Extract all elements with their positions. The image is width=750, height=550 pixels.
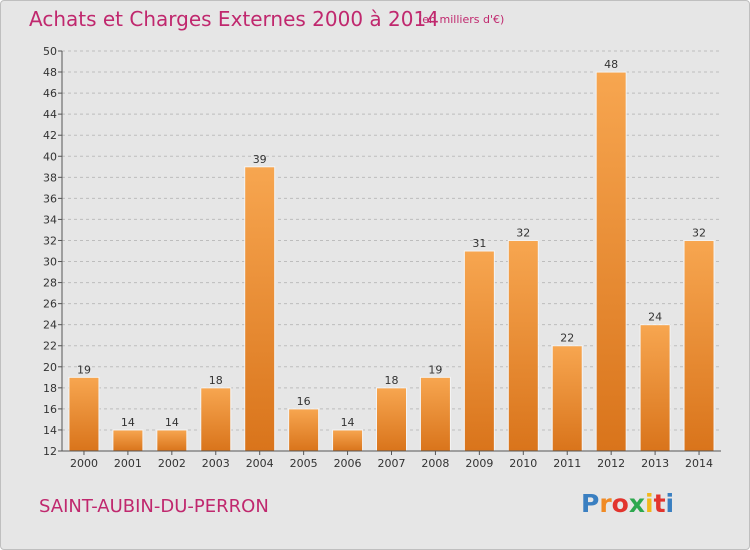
logo-letter: P [581,489,600,518]
bar-2013 [639,324,671,452]
x-tick-label: 2006 [334,457,362,470]
x-tick-label: 2009 [465,457,493,470]
y-tick-label: 34 [43,213,57,226]
x-tick-label: 2008 [421,457,449,470]
x-tick-label: 2010 [509,457,537,470]
axes [58,50,721,455]
bar-2006 [332,429,364,452]
y-tick-label: 26 [43,298,57,311]
y-tick-label: 22 [43,340,57,353]
y-tick-label: 36 [43,192,57,205]
data-label: 18 [209,374,223,387]
x-tick-label: 2001 [114,457,142,470]
chart-title: Achats et Charges Externes 2000 à 2014 [29,7,439,31]
y-tick-label: 42 [43,129,57,142]
y-tick-label: 46 [43,87,57,100]
data-label: 14 [121,416,135,429]
bar-2000 [68,376,100,452]
y-tick-label: 12 [43,445,57,458]
bar-2001 [112,429,144,452]
chart-subtitle: (en milliers d'€) [418,13,505,26]
data-label: 31 [472,237,486,250]
y-tick-label: 38 [43,171,57,184]
y-tick-label: 48 [43,66,57,79]
y-tick-label: 14 [43,424,57,437]
bar-2003 [200,387,232,452]
data-label: 14 [165,416,179,429]
bar-2009 [463,250,495,452]
x-tick-label: 2000 [70,457,98,470]
labels: 12 14 16 18 20 22 24 26 28 30 32 34 36 38 40 42 44 46 48 50… [43,45,713,470]
data-label: 16 [297,395,311,408]
bar-2005 [288,408,320,452]
logo-letter: o [611,489,629,518]
bar-2004 [244,166,276,452]
x-tick-label: 2014 [685,457,713,470]
data-label: 39 [253,153,267,166]
bar-2012 [595,71,627,452]
x-tick-label: 2007 [378,457,406,470]
y-tick-label: 32 [43,234,57,247]
logo-letter: i [645,489,654,518]
y-tick-label: 24 [43,319,57,332]
x-tick-label: 2002 [158,457,186,470]
y-tick-label: 28 [43,277,57,290]
bars [68,71,715,452]
y-tick-label: 30 [43,256,57,269]
x-tick-label: 2004 [246,457,274,470]
y-tick-label: 16 [43,403,57,416]
data-label: 22 [560,332,574,345]
bar-2008 [419,376,451,452]
y-tick-label: 40 [43,150,57,163]
logo-letter: i [665,489,675,518]
data-label: 14 [341,416,355,429]
bar-2010 [507,239,539,452]
bar-2011 [551,345,583,452]
data-label: 18 [385,374,399,387]
data-label: 32 [516,226,530,239]
bar-2002 [156,429,188,452]
data-label: 19 [77,363,91,376]
bar-2014 [683,239,715,452]
x-tick-label: 2013 [641,457,669,470]
proxiti-logo: Proxiti [581,489,674,518]
x-tick-label: 2003 [202,457,230,470]
data-label: 48 [604,58,618,71]
x-tick-label: 2011 [553,457,581,470]
logo-letter: x [628,489,645,518]
data-label: 32 [692,226,706,239]
y-tick-label: 20 [43,361,57,374]
logo-letter: t [653,489,666,518]
logo-letter: r [599,489,612,518]
data-label: 19 [428,363,442,376]
x-tick-label: 2012 [597,457,625,470]
y-tick-label: 18 [43,382,57,395]
y-tick-label: 44 [43,108,57,121]
data-label: 24 [648,311,662,324]
y-tick-label: 50 [43,45,57,58]
bar-2007 [376,387,407,452]
commune-name: SAINT-AUBIN-DU-PERRON [39,496,269,517]
x-tick-label: 2005 [290,457,318,470]
